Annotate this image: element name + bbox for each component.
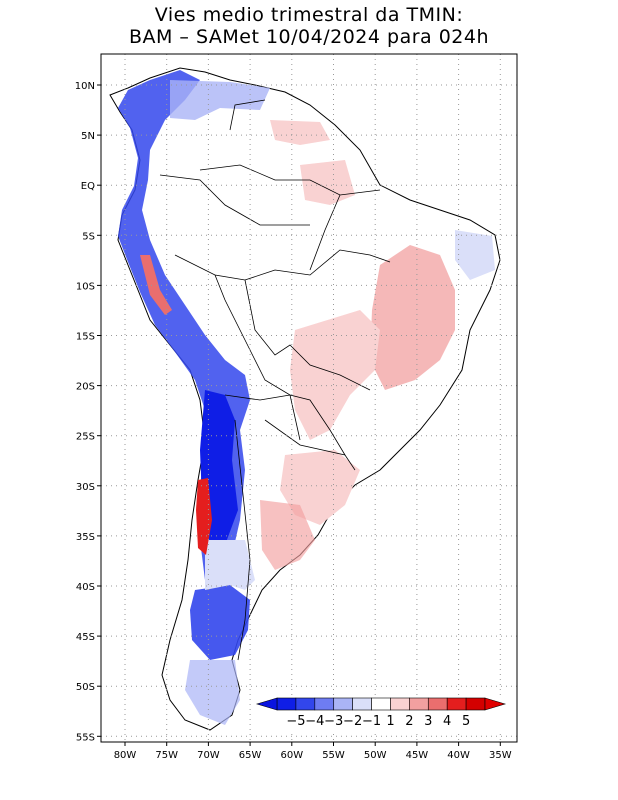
lat-tick-label: 10S: [76, 281, 95, 292]
colorbar-swatch: [465, 697, 486, 711]
map-title-line2: BAM – SAMet 10/04/2024 para 024h: [128, 26, 490, 48]
colorbar-swatch: [409, 697, 429, 711]
positive-bias-pampas: [260, 500, 315, 570]
colorbar-swatch: [276, 697, 297, 711]
map-title-line1: Vies medio trimestral da TMIN:: [154, 4, 464, 26]
colorbar-label: 5: [462, 714, 470, 729]
lon-tick-label: 55W: [322, 750, 345, 761]
lon-tick-label: 70W: [197, 750, 220, 761]
colorbar-label: 2: [405, 714, 413, 729]
negative-bias-patagonia: [190, 585, 250, 660]
colorbar-swatch: [446, 697, 467, 711]
lat-tick-label: 15S: [76, 332, 95, 343]
positive-bias-brazil-central: [290, 310, 380, 440]
lon-tick-label: 65W: [239, 750, 262, 761]
lat-tick-label: 10N: [75, 81, 95, 92]
negative-bias-northeast-brazil: [455, 230, 495, 280]
map-frame: [100, 53, 518, 743]
lon-tick-label: 60W: [280, 750, 303, 761]
lon-tick-label: 45W: [406, 750, 429, 761]
lat-tick-label: 55S: [76, 732, 95, 743]
colorbar-label: 1: [386, 714, 394, 729]
light-negative-bias-patagonia: [205, 540, 255, 590]
lat-tick-label: 45S: [76, 632, 95, 643]
latitude-axis: 10N 5N EQ 5S 10S 15S 20S 25S 30S 35S 40S 45S 50S 55S: [75, 81, 101, 743]
lon-tick-label: 40W: [447, 750, 470, 761]
colorbar-swatch: [333, 697, 353, 711]
colorbar-swatch: [371, 697, 391, 711]
longitude-axis: 80W 75W 70W 65W 60W 55W 50W 45W 40W 35W: [114, 742, 512, 761]
lon-tick-label: 35W: [489, 750, 512, 761]
lat-tick-label: 40S: [76, 582, 95, 593]
colorbar-label: −4: [305, 714, 324, 729]
lat-tick-label: 30S: [76, 482, 95, 493]
colorbar-label: 4: [443, 714, 451, 729]
colorbar-swatch: [427, 697, 448, 711]
colorbar-label: 3: [424, 714, 432, 729]
colorbar-swatch: [352, 697, 372, 711]
positive-bias-central-chile: [196, 478, 212, 555]
colorbar-label: −5: [286, 714, 305, 729]
lon-tick-label: 75W: [155, 750, 178, 761]
colorbar-swatch: [295, 697, 316, 711]
positive-bias-brazil-east: [370, 245, 455, 390]
light-negative-bias: [170, 80, 270, 120]
positive-bias-northeast: [300, 160, 355, 205]
lat-tick-label: 5S: [82, 231, 95, 242]
colorbar-left-arrow: [255, 697, 278, 711]
lat-tick-label: 20S: [76, 382, 95, 393]
lat-tick-label: 25S: [76, 432, 95, 443]
light-negative-bias-south: [185, 660, 240, 725]
map-area: [109, 67, 501, 731]
colorbar-label: −3: [324, 714, 343, 729]
colorbar-swatch: [390, 697, 410, 711]
colorbar: −5 −4 −3 −2 −1 1 2 3 4 5: [252, 696, 510, 730]
lat-tick-label: 35S: [76, 532, 95, 543]
lat-tick-label: EQ: [81, 181, 95, 192]
lat-tick-label: 50S: [76, 682, 95, 693]
country-borders: [159, 99, 391, 661]
positive-bias-guianas: [270, 120, 330, 145]
colorbar-label: −2: [343, 714, 362, 729]
lon-tick-label: 50W: [364, 750, 387, 761]
colorbar-label: −1: [362, 714, 381, 729]
colorbar-swatch: [314, 697, 335, 711]
lon-tick-label: 80W: [114, 750, 137, 761]
colorbar-right-arrow: [484, 697, 507, 711]
lat-tick-label: 5N: [81, 131, 95, 142]
